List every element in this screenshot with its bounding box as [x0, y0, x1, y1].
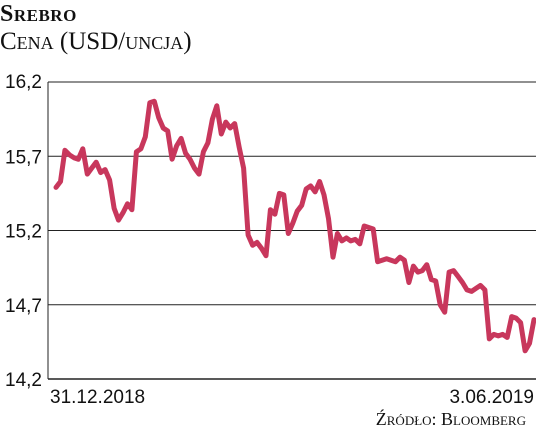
chart-title: Srebro — [0, 1, 77, 27]
chart-subtitle: Cena (USD/uncja) — [0, 28, 192, 55]
y-tick-label: 15,2 — [5, 222, 42, 243]
y-tick-label: 14,2 — [5, 370, 42, 391]
x-label-start: 31.12.2018 — [50, 387, 145, 408]
y-tick-label: 14,7 — [5, 296, 42, 317]
source-note: Źródło: Bloomberg — [375, 409, 526, 429]
series-layer — [53, 98, 536, 354]
price-chart: 16,2 15,7 15,2 14,7 14,2 31.12.2018 3.06.2019 — [5, 72, 536, 408]
x-label-end: 3.06.2019 — [449, 387, 534, 408]
y-tick-label: 15,7 — [5, 147, 42, 168]
y-tick-label: 16,2 — [5, 72, 42, 93]
silver-price-line — [53, 98, 536, 354]
x-axis-labels: 31.12.2018 3.06.2019 — [50, 387, 534, 408]
y-axis-ticks: 16,2 15,7 15,2 14,7 14,2 — [5, 72, 42, 391]
